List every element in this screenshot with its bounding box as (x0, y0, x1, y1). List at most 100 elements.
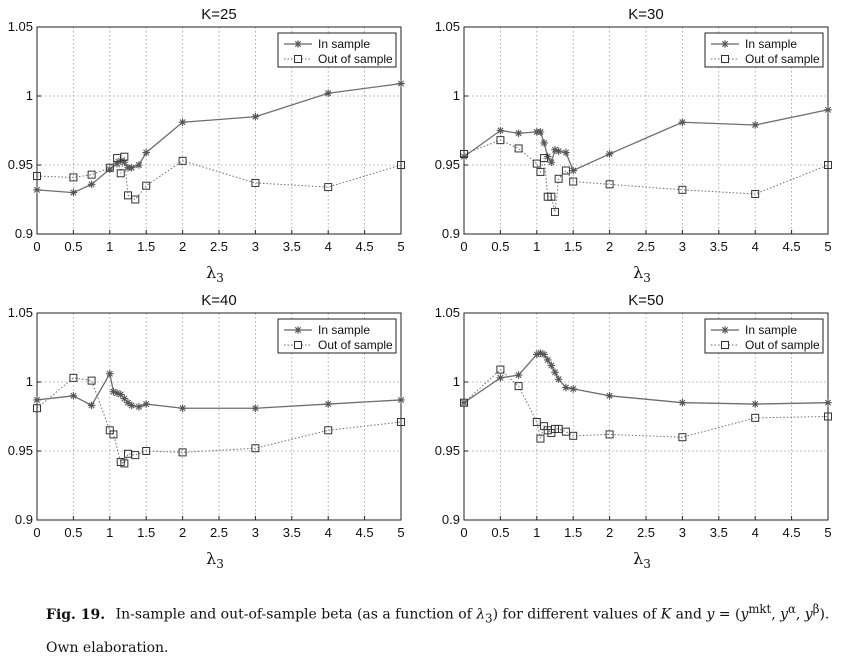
y-tick-label: 0.95 (8, 157, 33, 172)
out-of-sample-point (251, 178, 260, 187)
in-sample-point (678, 118, 687, 127)
out-of-sample-point (536, 167, 545, 176)
caption-lambda: λ (476, 606, 486, 623)
out-of-sample-point (547, 192, 556, 201)
out-of-sample-point (178, 448, 187, 457)
chart-panel-2: 0 0.5 1 1.5 2 2.5 3 3.5 4 4.5 5 0.9 0.95 1 1.05 K=30 λ3 I… (435, 6, 832, 285)
out-of-sample-point (751, 413, 760, 422)
legend-marker (721, 55, 729, 63)
caption-text-3: and (671, 606, 707, 623)
caption-k: K (660, 606, 672, 623)
out-of-sample-point (397, 161, 405, 169)
in-sample-point (142, 148, 150, 157)
in-sample-point (569, 385, 577, 393)
x-tick-label: 3 (679, 525, 686, 540)
x-tick-label: 2.5 (210, 239, 228, 254)
caption-line-2: Own elaboration. (46, 640, 169, 657)
in-sample-point (33, 186, 41, 194)
legend-label: In sample (745, 323, 797, 337)
y-tick-label: 0.95 (435, 157, 460, 172)
x-tick-label: 3 (252, 525, 259, 540)
out-of-sample-point (120, 459, 129, 468)
in-sample-point (69, 188, 78, 197)
in-sample-point (116, 390, 125, 399)
y-tick-label: 0.9 (15, 512, 33, 527)
out-of-sample-point (142, 181, 151, 190)
x-axis-label: λ3 (206, 263, 224, 285)
in-sample-point (547, 361, 556, 370)
out-of-sample-point (131, 195, 140, 204)
out-of-sample-point (460, 149, 468, 158)
out-of-sample-point (561, 427, 570, 436)
x-tick-label: 3 (252, 239, 259, 254)
caption-text-1: In-sample and out-of-sample beta (as a f… (115, 606, 477, 623)
in-sample-point (460, 152, 468, 161)
out-of-sample-point (109, 430, 118, 439)
x-tick-label: 5 (397, 525, 404, 540)
in-sample-point (106, 165, 114, 173)
out-of-sample-point (605, 180, 614, 189)
out-of-sample-line (36, 156, 402, 201)
out-of-sample-point (87, 376, 96, 385)
legend-label: In sample (745, 37, 797, 51)
legend-label: Out of sample (318, 338, 393, 352)
in-sample-point (496, 374, 505, 382)
caption-sep-1: , (771, 606, 781, 623)
x-tick-label: 4 (325, 239, 332, 254)
in-sample-point (127, 163, 136, 172)
legend-label: In sample (318, 323, 370, 337)
caption-text-4: = ( (714, 606, 741, 623)
in-sample-line (463, 109, 829, 172)
y-tick-label: 1 (26, 88, 33, 103)
legend-marker (294, 326, 302, 334)
x-tick-label: 4.5 (356, 525, 374, 540)
in-sample-point (127, 401, 136, 410)
plot-frame (463, 312, 829, 521)
x-tick-label: 3.5 (710, 239, 728, 254)
out-of-sample-point (33, 172, 41, 181)
out-of-sample-point (532, 159, 541, 168)
x-tick-label: 0.5 (64, 525, 82, 540)
x-tick-label: 0.5 (491, 239, 509, 254)
out-of-sample-point (116, 169, 125, 178)
legend-box (277, 318, 397, 354)
y-tick-label: 1 (26, 374, 33, 389)
x-tick-label: 0 (460, 525, 467, 540)
out-of-sample-point (751, 189, 760, 198)
x-tick-label: 1.5 (564, 239, 582, 254)
in-sample-point (824, 398, 832, 407)
caption-alpha-sup: α (788, 602, 796, 616)
caption-y-beta: y (804, 606, 813, 623)
x-tick-label: 4.5 (356, 239, 374, 254)
in-sample-point (113, 389, 121, 397)
out-of-sample-point (69, 373, 78, 382)
plot-frame (463, 26, 829, 235)
caption-y-alpha: y (780, 606, 789, 623)
out-of-sample-point (324, 426, 333, 435)
in-sample-point (324, 89, 332, 98)
in-sample-point (142, 400, 150, 408)
out-of-sample-point (131, 451, 140, 460)
out-of-sample-point (554, 174, 563, 183)
out-of-sample-point (251, 444, 260, 453)
out-of-sample-point (561, 166, 570, 175)
out-of-sample-point (87, 170, 96, 179)
out-of-sample-point (324, 183, 333, 192)
chart-title: K=30 (628, 6, 663, 23)
y-tick-label: 1 (453, 374, 460, 389)
chart-panel-1: 0 0.5 1 1.5 2 2.5 3 3.5 4 4.5 5 0.9 0.95 1 1.05 K=25 λ3 I… (8, 6, 405, 285)
x-tick-label: 2 (606, 525, 613, 540)
x-tick-label: 5 (824, 525, 831, 540)
y-tick-label: 0.95 (8, 443, 33, 458)
caption-text-5: ). (819, 606, 830, 623)
in-sample-point (87, 401, 96, 410)
in-sample-point (135, 403, 143, 411)
out-of-sample-point (514, 382, 523, 391)
out-of-sample-point (514, 144, 523, 153)
x-tick-label: 0 (33, 239, 40, 254)
out-of-sample-point (824, 412, 832, 421)
y-tick-label: 1.05 (435, 19, 460, 34)
